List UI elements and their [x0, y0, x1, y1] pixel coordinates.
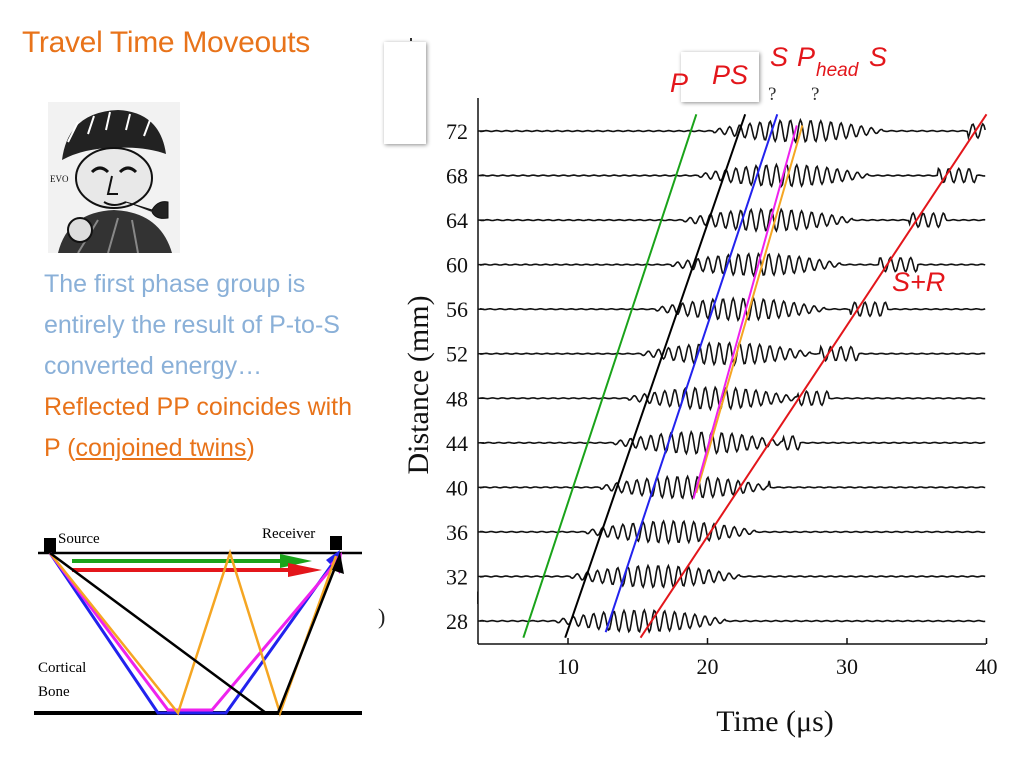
- slide-title: Travel Time Moveouts: [22, 26, 310, 59]
- y-tick-label: 64: [446, 208, 468, 233]
- magenta-ray: [48, 552, 342, 712]
- moveout-line-2: [604, 113, 779, 633]
- moveout-line-5: [639, 113, 988, 639]
- y-tick-label: 40: [446, 475, 468, 500]
- x-tick-label: 40: [976, 654, 998, 679]
- y-tick-label: 52: [446, 342, 468, 367]
- y-axis-label: Distance (mm): [402, 295, 435, 474]
- black-ray-down: [49, 551, 267, 715]
- trace-36: [479, 519, 986, 545]
- y-tick-label: 68: [446, 164, 468, 189]
- stray-paren: ): [378, 604, 386, 629]
- bone-label-2: Bone: [38, 684, 70, 700]
- description-orange-b: ): [246, 434, 255, 462]
- question-mark-1: ?: [768, 84, 776, 105]
- moveout-line-1: [564, 113, 747, 639]
- blue-ray: [48, 552, 340, 715]
- label-phead-sub: head: [816, 60, 860, 81]
- description-orange-a: Reflected PP coincides with P (: [44, 393, 353, 462]
- trace-40: [479, 474, 986, 501]
- y-tick-label: 32: [446, 564, 468, 589]
- y-tick-label: 44: [446, 431, 468, 456]
- black-ray-up: [276, 559, 340, 714]
- trace-32: [480, 563, 986, 590]
- y-tick-label: 36: [446, 520, 468, 545]
- trace-28: [479, 608, 986, 634]
- receiver-label: Receiver: [262, 526, 315, 542]
- trace-68: [479, 162, 986, 189]
- description-text: The first phase group is entirely the re…: [44, 264, 374, 469]
- x-tick-label: 20: [697, 654, 719, 679]
- trace-64: [479, 207, 986, 233]
- label-p: P: [670, 68, 688, 98]
- question-mark-2: ?: [811, 84, 819, 105]
- placeholder-box: [384, 42, 426, 144]
- moveout-line-0: [522, 113, 698, 639]
- x-tick-label: 30: [836, 654, 858, 679]
- receiver-block: [330, 536, 342, 550]
- label-s: S: [770, 42, 788, 72]
- label-phead-p: P: [797, 42, 815, 72]
- x-tick-label: 10: [557, 654, 579, 679]
- svg-text:EVO: EVO: [50, 174, 69, 184]
- detective-portrait: EVO: [48, 102, 180, 253]
- trace-72: [479, 117, 986, 144]
- description-blue: The first phase group is entirely the re…: [44, 270, 340, 380]
- trace-56: [479, 296, 986, 322]
- bone-label-1: Cortical: [38, 660, 86, 676]
- x-axis-label: Time (μs): [716, 705, 834, 738]
- y-tick-label: 56: [446, 297, 468, 322]
- ray-path-diagram: Source Receiver Cortical Bone: [34, 526, 362, 717]
- tiny-mark: [410, 38, 412, 41]
- y-tick-label: 72: [446, 119, 468, 144]
- moveout-line-4: [692, 125, 798, 499]
- moveout-line-3: [695, 125, 804, 494]
- source-block: [44, 538, 56, 552]
- label-phead-s: S: [869, 42, 887, 72]
- trace-60: [479, 251, 986, 278]
- label-s-plus-r: S+R: [892, 267, 945, 297]
- trace-48: [479, 385, 986, 412]
- source-label: Source: [58, 531, 100, 547]
- y-tick-label: 28: [446, 609, 468, 634]
- conjoined-twins-link[interactable]: conjoined twins: [75, 434, 247, 462]
- ps-label-box: [681, 52, 759, 102]
- y-tick-label: 48: [446, 386, 468, 411]
- label-ps: PS: [712, 60, 748, 90]
- y-tick-label: 60: [446, 253, 468, 278]
- trace-44: [479, 429, 986, 456]
